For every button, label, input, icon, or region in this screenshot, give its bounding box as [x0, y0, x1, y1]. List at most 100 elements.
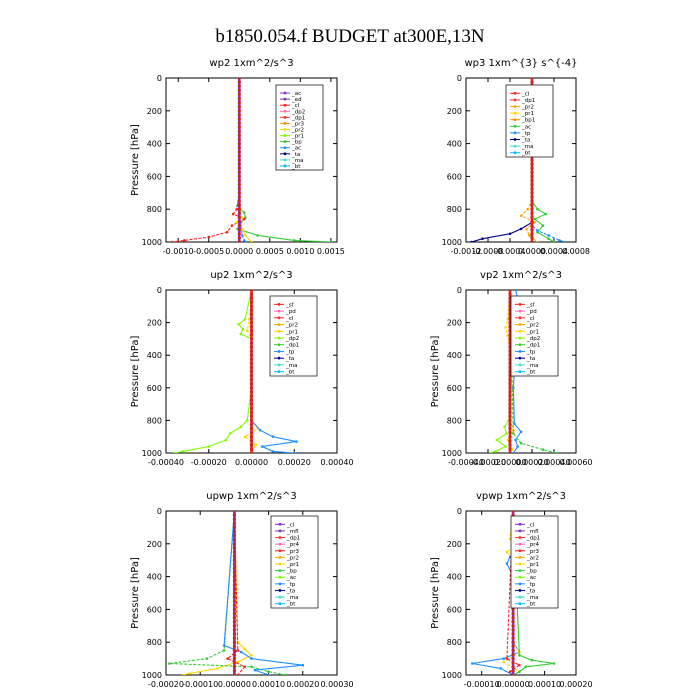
x-tick-label: 0.00020 — [278, 458, 311, 467]
data-point — [536, 207, 539, 211]
zero-line-marker — [508, 386, 512, 390]
data-point — [243, 665, 246, 669]
zero-line-marker — [232, 579, 236, 583]
legend-marker — [518, 549, 522, 553]
zero-line-marker — [508, 410, 512, 414]
data-point — [170, 240, 174, 242]
zero-line-marker — [508, 422, 512, 427]
legend-marker — [518, 575, 522, 579]
zero-line-marker — [249, 443, 254, 447]
data-point — [235, 207, 239, 211]
data-point — [239, 425, 243, 429]
zero-line-marker — [249, 386, 254, 390]
x-tick-label: 0.00020 — [286, 680, 319, 689]
data-point — [254, 443, 258, 447]
data-point — [293, 239, 296, 242]
zero-line-marker — [232, 648, 236, 653]
y-tick-label: 0 — [457, 74, 462, 83]
legend-marker — [518, 602, 522, 606]
legend-marker — [518, 363, 522, 367]
x-tick-label: 0.0000 — [518, 247, 546, 256]
zero-line-marker — [237, 240, 241, 242]
legend-marker — [283, 128, 287, 131]
x-tick-label: 0.00030 — [320, 680, 353, 689]
series-line — [172, 78, 246, 242]
zero-line-marker — [232, 558, 236, 562]
legend-entry: _pr4 — [526, 542, 540, 548]
zero-line-marker — [232, 517, 236, 521]
data-point — [519, 430, 523, 434]
zero-line-marker — [249, 410, 254, 414]
data-point — [525, 227, 528, 231]
legend-entry: _ed — [291, 97, 302, 103]
y-tick-label: 200 — [147, 540, 162, 549]
zero-line-marker — [511, 628, 515, 632]
panel-wp2: wp2 1xm^2/s^3 Pressure [hPa] 0 200 400 600 800… — [130, 58, 345, 256]
legend-entry: _tp — [526, 349, 536, 355]
x-tick-label: 0.0008 — [562, 247, 590, 256]
data-point — [508, 670, 512, 673]
data-point — [541, 448, 545, 452]
zero-line-marker — [530, 191, 534, 195]
zero-line-marker — [237, 121, 241, 125]
y-tick-label: 800 — [447, 416, 462, 425]
data-point — [524, 665, 527, 669]
legend-entry: _pr2 — [285, 323, 298, 329]
legend-entry: _mfl — [286, 529, 299, 535]
legend-marker — [278, 582, 282, 586]
zero-line-marker — [530, 207, 534, 211]
legend-entry: _ac — [521, 124, 531, 130]
zero-line-marker — [232, 554, 236, 558]
data-point — [488, 451, 492, 453]
legend-marker — [278, 562, 282, 566]
data-point — [224, 438, 228, 442]
legend-marker — [278, 595, 282, 599]
zero-line-marker — [237, 146, 241, 150]
data-point — [541, 224, 545, 227]
data-point — [256, 234, 259, 237]
data-point — [241, 227, 244, 231]
zero-line-marker — [232, 652, 236, 657]
data-point — [222, 649, 226, 652]
zero-line-marker — [530, 232, 534, 236]
y-tick-label: 400 — [147, 573, 162, 582]
data-point — [508, 232, 512, 236]
zero-line-marker — [530, 187, 534, 191]
data-point — [188, 672, 192, 675]
legend-marker — [518, 350, 522, 353]
legend-marker — [518, 522, 522, 526]
legend-box — [269, 295, 318, 377]
zero-line-marker — [232, 525, 236, 530]
y-tick-label: 800 — [447, 205, 462, 214]
y-tick-label: 600 — [447, 384, 462, 393]
zero-line-marker — [249, 333, 254, 337]
legend-marker — [278, 542, 282, 546]
legend-entry: _dp2 — [291, 109, 305, 115]
legend-marker — [283, 103, 287, 107]
zero-line-marker — [508, 402, 512, 406]
zero-line-marker — [232, 599, 236, 603]
x-tick-label: 0.00000 — [497, 680, 530, 689]
plot-frame — [465, 510, 577, 676]
data-point — [558, 239, 561, 242]
legend-entry: _ta — [521, 138, 530, 144]
data-point — [494, 450, 498, 453]
legend-marker — [278, 589, 282, 592]
zero-line-marker — [530, 183, 534, 187]
zero-line-marker — [232, 570, 236, 575]
x-tick-label: -0.0005 — [193, 247, 224, 256]
zero-line-marker — [232, 542, 236, 546]
y-axis-label: Pressure [hPa] — [130, 124, 141, 196]
y-tick-label: 600 — [147, 605, 162, 614]
legend-marker — [518, 323, 522, 326]
zero-line-marker — [530, 219, 534, 224]
legend-entry: _bt — [285, 370, 295, 376]
legend-marker — [283, 91, 287, 95]
zero-line-marker — [237, 105, 241, 109]
series-line — [250, 290, 297, 453]
legend-entry: _bp1 — [521, 118, 535, 124]
y-tick-label: 1000 — [142, 238, 162, 247]
legend-marker — [518, 329, 522, 333]
legend-entry: _pr1 — [291, 134, 304, 140]
zero-line-marker — [232, 562, 236, 566]
